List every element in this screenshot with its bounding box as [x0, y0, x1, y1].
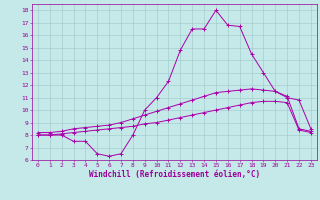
- X-axis label: Windchill (Refroidissement éolien,°C): Windchill (Refroidissement éolien,°C): [89, 170, 260, 179]
